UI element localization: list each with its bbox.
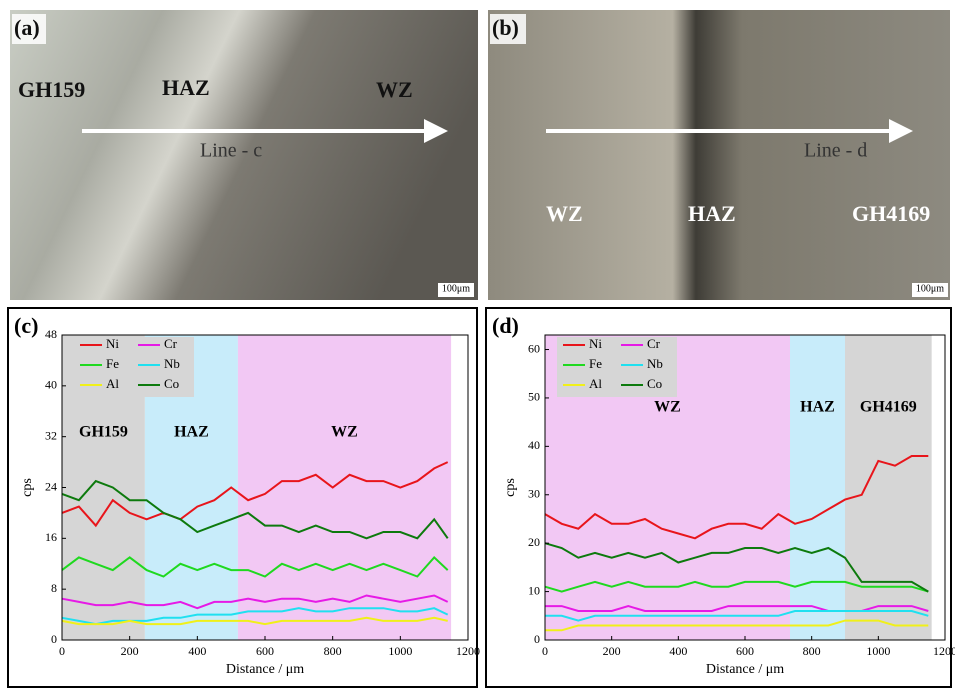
y-tick-label: 0 (534, 632, 540, 646)
figure: (a) GH159 HAZ WZ Line - c 100μm (b) WZ H… (0, 0, 955, 689)
y-tick-label: 16 (45, 530, 57, 544)
region-label: HAZ (800, 399, 835, 416)
region-label: HAZ (688, 201, 736, 226)
x-tick-label: 600 (736, 644, 754, 658)
x-tick-label: 0 (542, 644, 548, 658)
legend-label: Co (647, 376, 662, 391)
region-label: GH4169 (860, 399, 917, 416)
x-tick-label: 200 (603, 644, 621, 658)
y-axis-title: cps (503, 478, 518, 497)
y-tick-label: 40 (528, 438, 540, 452)
x-tick-label: 400 (188, 644, 206, 658)
legend-label: Ni (106, 336, 119, 351)
y-tick-label: 24 (45, 479, 57, 493)
region-label: WZ (376, 77, 413, 102)
legend-label: Co (164, 376, 179, 391)
region-label: GH159 (18, 77, 85, 102)
panel-label: (b) (492, 15, 519, 40)
y-tick-label: 8 (51, 581, 57, 595)
region-label: GH159 (79, 424, 128, 441)
x-tick-label: 800 (803, 644, 821, 658)
x-axis-title: Distance / μm (706, 662, 784, 677)
y-tick-label: 20 (528, 535, 540, 549)
panel-label: (c) (14, 313, 38, 338)
y-tick-label: 48 (45, 327, 57, 341)
y-tick-label: 10 (528, 583, 540, 597)
image (488, 10, 950, 300)
x-tick-label: 1000 (388, 644, 412, 658)
y-tick-label: 30 (528, 487, 540, 501)
panel-label: (a) (14, 15, 40, 40)
legend-label: Ni (589, 336, 602, 351)
y-tick-label: 50 (528, 390, 540, 404)
x-tick-label: 1000 (866, 644, 890, 658)
x-tick-label: 800 (324, 644, 342, 658)
legend-label: Nb (647, 356, 663, 371)
scale-label: 100μm (442, 283, 470, 294)
line-label: Line - d (804, 140, 867, 162)
legend-label: Cr (647, 336, 661, 351)
micrograph-a: (a) GH159 HAZ WZ Line - c 100μm (10, 10, 478, 300)
x-tick-label: 1200 (456, 644, 480, 658)
micrograph-b: (b) WZ HAZ GH4169 Line - d 100μm (488, 10, 950, 300)
region (790, 335, 845, 640)
x-tick-label: 400 (669, 644, 687, 658)
y-tick-label: 40 (45, 378, 57, 392)
y-tick-label: 32 (45, 428, 57, 442)
legend-label: Fe (106, 356, 119, 371)
legend-label: Al (106, 376, 119, 391)
legend-label: Al (589, 376, 602, 391)
region-label: GH4169 (852, 201, 930, 226)
region-label: WZ (331, 424, 358, 441)
x-axis-title: Distance / μm (226, 662, 304, 677)
legend-label: Fe (589, 356, 602, 371)
region (238, 335, 451, 640)
y-tick-label: 60 (528, 341, 540, 355)
line-label: Line - c (200, 140, 262, 162)
x-tick-label: 1200 (933, 644, 955, 658)
region-label: HAZ (162, 75, 210, 100)
region-label: HAZ (174, 424, 209, 441)
panel-label: (d) (492, 313, 519, 338)
region-label: WZ (546, 201, 583, 226)
scale-label: 100μm (916, 283, 944, 294)
y-axis-title: cps (20, 478, 35, 497)
legend-label: Cr (164, 336, 178, 351)
legend-label: Nb (164, 356, 180, 371)
region (845, 335, 932, 640)
x-tick-label: 200 (121, 644, 139, 658)
region-label: WZ (654, 399, 681, 416)
y-tick-label: 0 (51, 632, 57, 646)
x-tick-label: 0 (59, 644, 65, 658)
x-tick-label: 600 (256, 644, 274, 658)
